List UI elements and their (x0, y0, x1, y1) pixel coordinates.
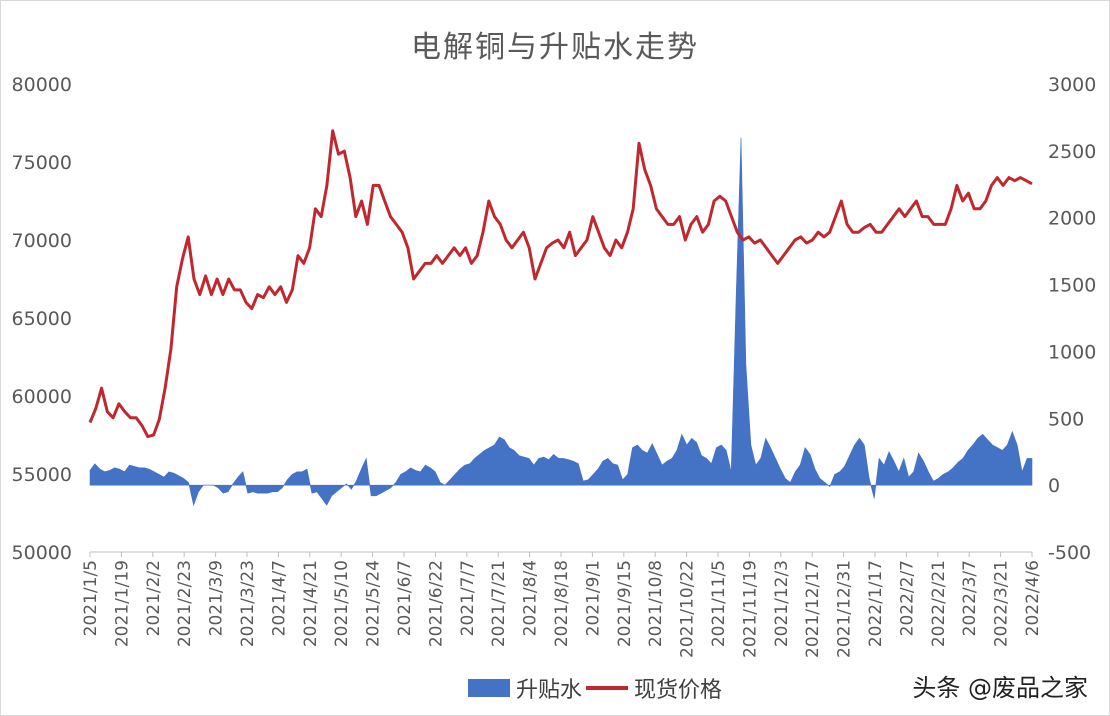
left-axis-tick-label: 55000 (12, 464, 72, 486)
x-axis-tick-label: 2022/3/7 (960, 560, 980, 636)
x-axis-tick-label: 2021/7/7 (458, 560, 478, 636)
x-axis-tick-label: 2021/5/24 (364, 560, 384, 647)
chart-title: 电解铜与升贴水走势 (411, 30, 699, 65)
left-axis-tick-label: 60000 (12, 386, 72, 408)
x-axis-tick-label: 2021/7/21 (489, 560, 509, 647)
series-area-basis (89, 137, 1033, 507)
x-axis-tick-label: 2021/3/23 (238, 560, 258, 647)
series-line-spot-price (88, 129, 1033, 439)
legend-label-basis: 升贴水 (516, 678, 583, 703)
x-axis-tick-label: 2021/3/9 (207, 560, 227, 636)
x-axis-tick-label: 2021/12/17 (803, 560, 823, 658)
left-axis-tick-label: 80000 (12, 74, 72, 96)
right-axis-tick-label: -500 (1048, 542, 1091, 564)
left-axis-tick-label: 65000 (12, 308, 72, 330)
legend-swatch-spot-price (586, 686, 629, 690)
right-axis-tick-label: 1500 (1048, 275, 1096, 297)
right-axis-tick-label: 1000 (1048, 341, 1096, 363)
x-axis-tick-label: 2021/4/7 (269, 560, 289, 636)
right-axis-tick-label: 500 (1048, 408, 1084, 430)
left-axis-tick-label: 75000 (12, 152, 72, 174)
x-axis-tick-label: 2021/1/5 (81, 560, 101, 636)
x-axis-tick-label: 2021/2/23 (175, 560, 195, 647)
x-axis-tick-label: 2021/12/31 (835, 560, 855, 658)
x-axis-tick-label: 2021/8/4 (521, 560, 541, 636)
x-axis-tick-label: 2022/2/21 (929, 560, 949, 647)
x-axis-tick-label: 2022/3/21 (992, 560, 1012, 647)
x-axis-tick-label: 2021/8/18 (552, 560, 572, 647)
legend-swatch-basis (468, 679, 510, 697)
legend: 升贴水 现货价格 (468, 672, 722, 704)
left-axis-tick-label: 70000 (12, 230, 72, 252)
x-axis-tick-label: 2021/12/3 (772, 560, 792, 647)
x-axis-tick-label: 2021/6/7 (395, 560, 415, 636)
watermark: 头条 @废品之家 (912, 674, 1088, 702)
x-axis-tick-label: 2021/9/15 (615, 560, 635, 647)
right-axis-tick-label: 0 (1048, 475, 1060, 497)
left-axis-tick-label: 50000 (12, 542, 72, 564)
x-axis-tick-label: 2021/10/8 (646, 560, 666, 647)
x-axis-tick-label: 2022/2/7 (897, 560, 917, 636)
x-axis-tick-label: 2021/11/5 (709, 560, 729, 647)
legend-label-spot-price: 现货价格 (634, 678, 723, 703)
x-axis-tick-label: 2021/4/21 (301, 560, 321, 647)
x-axis-tick-label: 2021/11/19 (740, 560, 760, 658)
x-axis-tick-label: 2021/5/10 (332, 560, 352, 647)
x-axis-tick-label: 2022/4/6 (1023, 560, 1043, 636)
x-axis-tick-label: 2021/9/1 (583, 560, 603, 636)
x-axis-tick-label: 2021/6/22 (426, 560, 446, 647)
x-axis-tick-label: 2021/1/19 (112, 560, 132, 647)
x-axis-tick-label: 2021/2/2 (144, 560, 164, 636)
x-axis-tick-label: 2021/10/22 (678, 560, 698, 658)
x-axis-tick-label: 2022/1/17 (866, 560, 886, 647)
right-axis-tick-label: 3000 (1048, 74, 1096, 96)
right-axis-tick-label: 2000 (1048, 208, 1096, 230)
right-axis-tick-label: 2500 (1048, 141, 1096, 163)
